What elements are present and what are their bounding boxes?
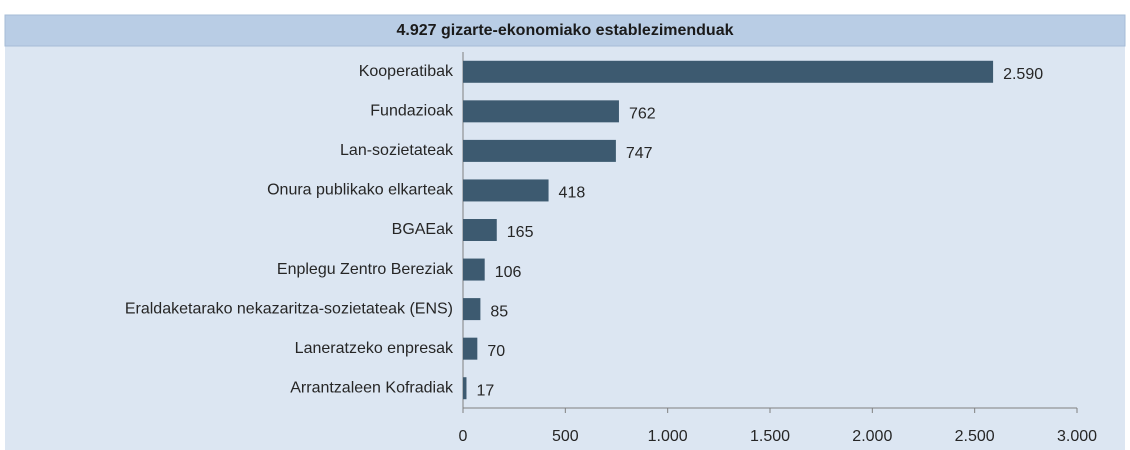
bar — [463, 298, 481, 321]
value-label: 418 — [559, 185, 586, 202]
bar — [463, 60, 994, 83]
x-tick-label: 1.500 — [750, 428, 790, 445]
y-tick-label: Fundazioak — [370, 103, 454, 120]
y-tick-label: BGAEak — [392, 221, 454, 238]
value-label: 762 — [629, 106, 656, 123]
y-tick-label: Enplegu Zentro Bereziak — [277, 261, 454, 278]
title-bar — [4, 14, 1126, 47]
y-tick-label: Lan-sozietateak — [340, 142, 454, 159]
y-tick-label: Kooperatibak — [359, 63, 454, 80]
bar — [463, 100, 619, 123]
value-label: 17 — [476, 382, 494, 399]
bar — [463, 337, 478, 360]
bar — [463, 219, 497, 241]
value-label: 165 — [507, 224, 534, 241]
value-label: 106 — [495, 264, 522, 281]
value-label: 747 — [626, 145, 653, 162]
x-tick-label: 3.000 — [1057, 428, 1097, 445]
bar — [463, 258, 485, 281]
bar — [463, 377, 467, 400]
x-tick-label: 2.500 — [955, 428, 995, 445]
x-tick-label: 1.000 — [648, 428, 688, 445]
x-tick-label: 0 — [459, 428, 468, 445]
y-tick-label: Arrantzaleen Kofradiak — [290, 379, 454, 396]
bar — [463, 139, 616, 162]
y-tick-label: Onura publikako elkarteak — [267, 182, 454, 199]
x-tick-label: 2.000 — [852, 428, 892, 445]
y-tick-label: Eraldaketarako nekazaritza-sozietateak (… — [125, 300, 453, 317]
value-label: 2.590 — [1003, 66, 1043, 83]
x-tick-label: 500 — [552, 428, 579, 445]
value-label: 70 — [487, 343, 505, 360]
value-label: 85 — [490, 303, 508, 320]
bar — [463, 179, 549, 202]
y-tick-label: Laneratzeko enpresak — [295, 340, 454, 357]
chart-title: 4.927 gizarte-ekonomiako establezimendua… — [396, 22, 733, 39]
